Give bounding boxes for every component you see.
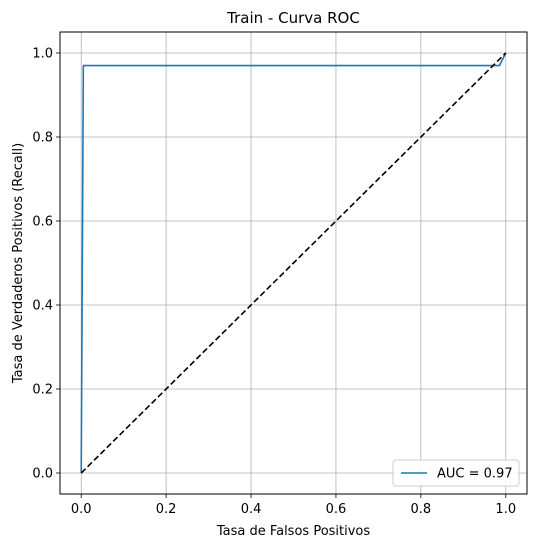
plot-frame <box>59 31 528 495</box>
x-tick-label-3: 0.6 <box>326 502 347 517</box>
x-tick-label-5: 1.0 <box>495 502 516 517</box>
x-tick-label-2: 0.4 <box>241 502 262 517</box>
series-layer <box>80 52 507 474</box>
y-tick-label-4: 0.8 <box>32 131 53 146</box>
y-tick-label-2: 0.4 <box>32 299 53 314</box>
y-tick-label-1: 0.2 <box>32 383 53 398</box>
grid <box>60 32 527 494</box>
x-axis-label: Tasa de Falsos Positivos <box>216 524 371 539</box>
ticks: 0.0 0.2 0.4 0.6 0.8 1.0 0.0 0.2 0.4 0.6 0.8 1.0 <box>32 47 516 518</box>
y-tick-label-5: 1.0 <box>32 47 53 62</box>
x-tick-label-1: 0.2 <box>156 502 177 517</box>
chart-title: Train - Curva ROC <box>226 9 360 27</box>
x-tick-label-4: 0.8 <box>411 502 432 517</box>
x-tick-label-0: 0.0 <box>71 502 92 517</box>
legend: AUC = 0.97 <box>392 459 520 487</box>
legend-box <box>392 459 520 487</box>
y-tick-label-3: 0.6 <box>32 215 53 230</box>
y-tick-label-0: 0.0 <box>32 467 53 482</box>
roc-curve-line <box>80 52 507 474</box>
y-axis-label: Tasa de Verdaderos Positivos (Recall) <box>11 143 26 384</box>
legend-label: AUC = 0.97 <box>437 467 513 482</box>
chance-diagonal-line <box>80 52 507 474</box>
